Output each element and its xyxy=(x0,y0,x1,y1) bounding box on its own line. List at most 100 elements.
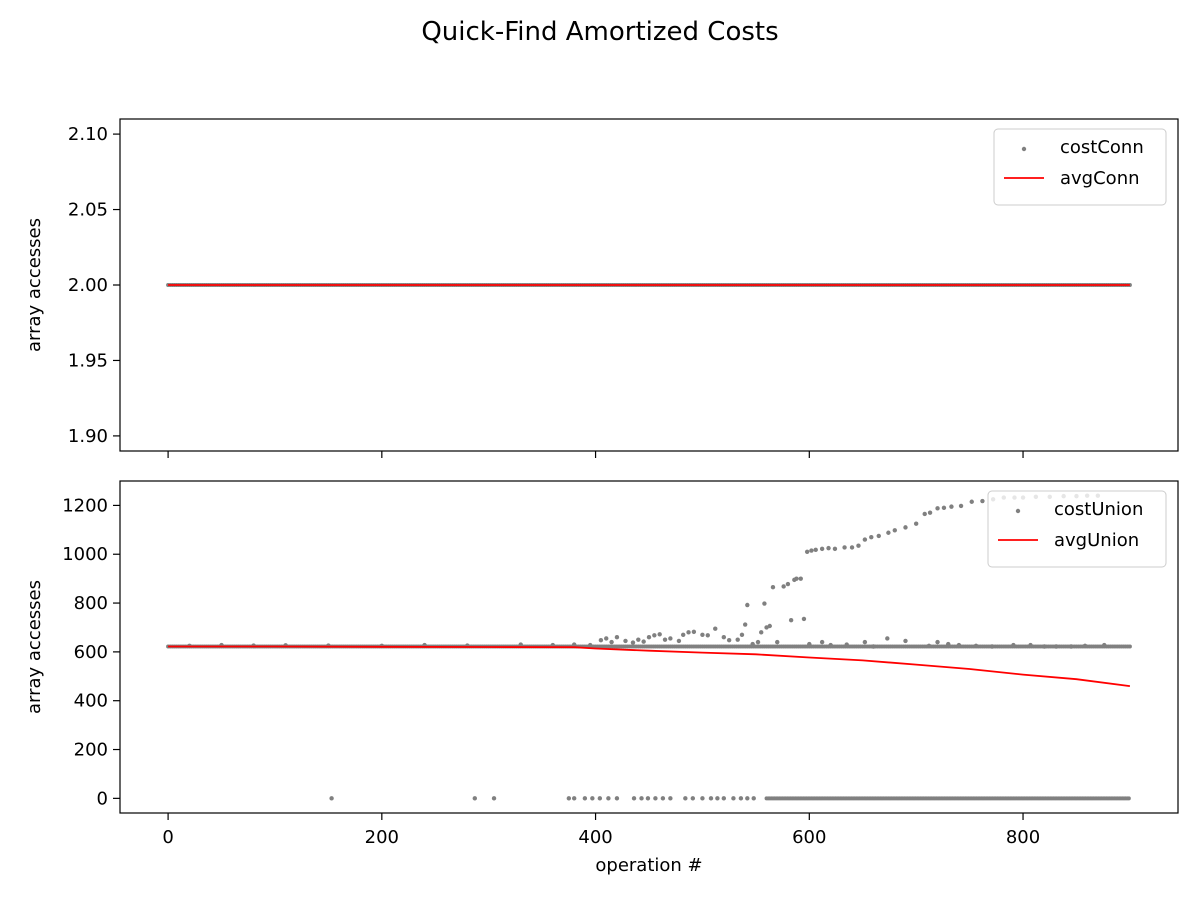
scatter-point xyxy=(745,602,750,608)
scatter-point xyxy=(668,636,673,641)
scatter-point xyxy=(767,623,772,629)
scatter-point xyxy=(588,642,593,648)
scatter-point xyxy=(662,637,668,642)
scatter-point xyxy=(832,546,838,552)
scatter-point xyxy=(892,528,897,533)
scatter-point xyxy=(755,639,761,645)
scatter-point xyxy=(683,796,688,801)
scatter-point xyxy=(652,633,657,638)
scatter-point xyxy=(738,796,744,801)
scatter-point xyxy=(828,642,833,648)
y-tick-label: 1.90 xyxy=(68,426,108,447)
scatter-point xyxy=(636,637,641,642)
scatter-point xyxy=(819,546,825,552)
scatter-point xyxy=(798,576,803,581)
axes-frame xyxy=(119,118,1179,452)
scatter-point xyxy=(804,549,810,554)
scatter-point xyxy=(869,534,874,540)
scatter-point xyxy=(956,642,962,648)
scatter-point xyxy=(751,796,756,801)
scatter-point xyxy=(668,796,673,801)
scatter-point xyxy=(1068,644,1074,649)
scatter-point xyxy=(606,796,611,801)
scatter-point xyxy=(566,796,572,801)
legend: costUnion avgUnion xyxy=(987,490,1167,568)
scatter-point xyxy=(472,796,478,801)
scatter-point xyxy=(700,796,705,801)
scatter-point xyxy=(935,639,940,645)
scatter-point xyxy=(731,796,736,801)
y-tick-label: 2.00 xyxy=(68,275,108,296)
x-tick-label: 200 xyxy=(365,827,399,848)
scatter-point xyxy=(653,796,658,801)
scatter-point xyxy=(785,581,791,587)
y-axis-label: array accesses xyxy=(24,580,45,714)
scatter-point xyxy=(1011,642,1016,648)
scatter-point xyxy=(690,796,696,801)
scatter-point xyxy=(781,584,786,589)
legend-label: costUnion xyxy=(1054,499,1143,520)
scatter-point xyxy=(842,545,847,550)
scatter-point xyxy=(657,632,662,637)
scatter-point xyxy=(871,644,876,649)
scatter-point xyxy=(958,503,964,509)
scatter-point xyxy=(1053,644,1059,649)
scatter-point xyxy=(715,796,720,801)
scatter-point xyxy=(826,545,831,551)
scatter-point xyxy=(686,630,691,635)
scatter-point xyxy=(726,637,732,643)
legend-label: avgUnion xyxy=(1054,530,1139,551)
scatter-point xyxy=(762,601,767,606)
legend-box xyxy=(987,490,1167,568)
scatter-point xyxy=(1028,642,1033,648)
plot-area xyxy=(166,493,1132,801)
scatter-point xyxy=(788,617,794,623)
scatter-point xyxy=(582,796,588,801)
scatter-point xyxy=(721,796,727,801)
scatter-point xyxy=(614,796,620,801)
scatter-point xyxy=(571,796,577,801)
scatter-point xyxy=(775,639,780,645)
y-tick-label: 1.95 xyxy=(68,350,108,371)
scatter-point xyxy=(623,638,628,644)
scatter-point xyxy=(935,506,940,511)
x-tick-label: 800 xyxy=(1006,827,1040,848)
y-axis-label: array accesses xyxy=(24,218,45,352)
legend: costConn avgConn xyxy=(993,128,1167,206)
scatter-point xyxy=(491,796,497,801)
scatter-point xyxy=(949,504,954,509)
scatter-point xyxy=(676,638,682,644)
scatter-point xyxy=(630,640,636,645)
y-tick-label: 800 xyxy=(74,593,108,614)
scatter-point xyxy=(1082,643,1088,648)
scatter-point xyxy=(759,630,764,635)
scatter-point xyxy=(641,639,646,644)
scatter-point xyxy=(1127,283,1132,287)
scatter-point xyxy=(876,533,881,539)
scatter-point xyxy=(969,499,974,504)
scatter-point xyxy=(922,511,927,517)
scatter-point xyxy=(862,639,868,645)
scatter-point xyxy=(713,626,718,631)
scatter-point xyxy=(1127,644,1132,649)
x-tick-label: 600 xyxy=(792,827,826,848)
scatter-point xyxy=(721,635,727,640)
figure-title: Quick-Find Amortized Costs xyxy=(421,17,778,47)
scatter-point xyxy=(646,635,652,640)
scatter-point xyxy=(571,642,577,647)
scatter-point xyxy=(705,633,710,638)
y-tick-label: 2.10 xyxy=(68,124,108,145)
scatter-point xyxy=(941,505,947,511)
scatter-point xyxy=(946,641,951,647)
line-series-avgUnion xyxy=(168,645,1131,687)
y-tick-label: 0 xyxy=(97,788,108,809)
scatter-point xyxy=(809,548,814,553)
scatter-point xyxy=(801,616,807,622)
legend-label: avgConn xyxy=(1060,168,1140,189)
plot-area xyxy=(166,283,1132,287)
scatter-point xyxy=(691,629,697,635)
scatter-point xyxy=(597,796,603,801)
scatter-point xyxy=(856,543,861,548)
scatter-point xyxy=(609,639,614,645)
scatter-point xyxy=(819,639,825,645)
